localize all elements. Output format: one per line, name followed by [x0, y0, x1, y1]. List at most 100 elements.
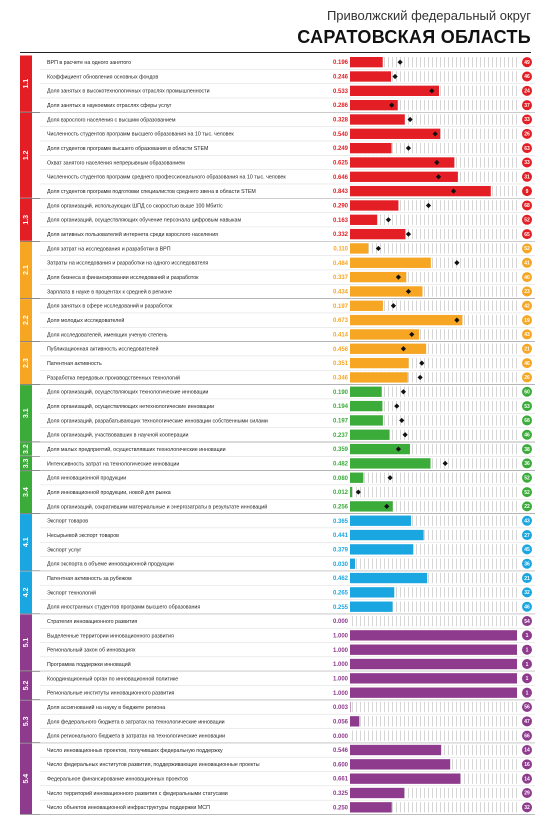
rank-badge: [522, 601, 532, 612]
indicator-bar: [350, 644, 517, 655]
rank-label: 23: [524, 289, 530, 295]
indicator-value: 0.110: [333, 247, 348, 253]
indicator-value: 0.414: [333, 333, 349, 339]
rank-label: 1: [526, 690, 529, 696]
group-label: 2.3: [23, 358, 30, 368]
indicator-bar: [350, 85, 440, 96]
indicator-value: 0.365: [333, 519, 349, 525]
rank-label: 49: [524, 60, 530, 66]
rank-label: 45: [524, 547, 530, 553]
rank-badge: [522, 702, 532, 713]
indicator-bar: [350, 787, 405, 799]
rank-label: 56: [524, 705, 530, 711]
indicator-value: 0.194: [333, 404, 349, 410]
rank-badge: [522, 544, 532, 555]
indicator-value: 0.434: [333, 290, 349, 296]
indicator-bar: [350, 243, 369, 254]
indicator-value: 1.000: [333, 662, 349, 668]
indicator-label: Доля активных пользователей интернета ср…: [47, 231, 218, 238]
median-marker: [395, 446, 402, 452]
indicator-label: Затраты на исследования и разработки на …: [47, 261, 208, 267]
indicator-value: 0.196: [333, 60, 349, 66]
rank-badge: [522, 429, 532, 440]
rank-badge: [522, 487, 532, 498]
indicator-label: Публикационная активность исследователей: [47, 346, 158, 353]
indicator-label: Доля организаций, осуществляющих обучени…: [47, 217, 241, 224]
indicator-bar: [350, 71, 392, 82]
bar-background: [350, 114, 517, 125]
median-marker: [454, 317, 460, 323]
indicator-label: Доля организаций, разрабатывающих технол…: [47, 417, 268, 424]
page-subtitle: Приволжский федеральный округ: [326, 8, 531, 23]
rank-badge: [522, 673, 532, 684]
rank-label: 24: [524, 89, 530, 95]
indicator-bar: [350, 99, 398, 111]
indicator-bar: [350, 372, 408, 383]
bar-background: [350, 271, 517, 283]
indicator-bar: [350, 314, 463, 326]
bar-background: [350, 587, 517, 598]
group-label: 3.1: [23, 408, 30, 418]
rank-badge: [522, 558, 532, 569]
bar-background: [350, 787, 517, 799]
indicator-bar: [350, 673, 517, 684]
indicator-label: Коэффициент обновления основных фондов: [47, 74, 158, 80]
rank-badge: [522, 630, 532, 641]
bar-background: [350, 601, 517, 612]
rank-label: 37: [524, 103, 530, 109]
indicator-bar: [350, 587, 395, 598]
indicator-label: Доля занятых в наукоемких отраслях сферы…: [47, 103, 172, 109]
indicator-label: Число инновационных проектов, получивших…: [47, 748, 223, 754]
median-marker: [409, 331, 415, 338]
rank-label: 38: [524, 447, 530, 453]
rank-badge: [522, 315, 532, 326]
rank-badge: [522, 587, 532, 598]
rank-badge: [522, 501, 532, 512]
group-strip: [20, 55, 32, 112]
group-label: 5.4: [23, 774, 30, 784]
bar-background: [350, 701, 517, 713]
median-marker: [387, 475, 393, 481]
indicator-value: 0.484: [333, 261, 349, 267]
indicator-label: Доля затрат на исследования и разработки…: [47, 246, 171, 252]
rank-badge: [522, 401, 532, 412]
indicator-label: Доля организаций, сократившим материальн…: [47, 503, 267, 510]
rank-badge: [522, 71, 532, 82]
indicator-bar: [350, 501, 393, 512]
bar-background: [350, 544, 517, 555]
rank-badge: [522, 444, 532, 455]
indicator-label: Федеральное финансирование инновационных…: [47, 777, 188, 783]
rank-badge: [522, 114, 532, 125]
median-marker: [417, 374, 423, 381]
indicator-value: 1.000: [333, 691, 349, 697]
indicator-label: Доля экспорта в объеме инновационной про…: [47, 561, 174, 568]
bar-background: [350, 286, 517, 297]
indicator-label: Доля молодых исследователей: [47, 317, 124, 324]
indicator-label: Доля занятых в сфере исследований и разр…: [47, 303, 173, 310]
indicator-value: 0.056: [333, 719, 349, 725]
indicator-label: Экспорт услуг: [47, 547, 81, 553]
rank-label: 46: [524, 361, 530, 367]
indicator-value: 0.673: [333, 318, 349, 324]
median-marker: [384, 503, 390, 509]
rank-badge: [522, 787, 532, 798]
bar-background: [350, 357, 517, 369]
bar-background: [350, 400, 517, 412]
rank-badge: [522, 343, 532, 354]
indicator-label: Несырьевой экспорт товаров: [47, 532, 119, 539]
indicator-value: 0.325: [333, 791, 349, 797]
indicator-value: 0.661: [333, 777, 349, 783]
indicator-bar: [350, 687, 517, 698]
indicator-label: Доля организаций, участвовавших в научно…: [47, 432, 188, 439]
group-label: 5.2: [23, 681, 30, 691]
bar-background: [350, 257, 517, 268]
bar-background: [350, 343, 517, 354]
group-label: 1.2: [23, 150, 30, 160]
rank-label: 52: [524, 490, 530, 496]
rank-label: 14: [524, 748, 530, 754]
rank-badge: [522, 415, 532, 426]
rank-badge: [522, 372, 532, 383]
indicator-value: 0.540: [333, 132, 349, 138]
indicator-value: 0.080: [333, 476, 349, 482]
